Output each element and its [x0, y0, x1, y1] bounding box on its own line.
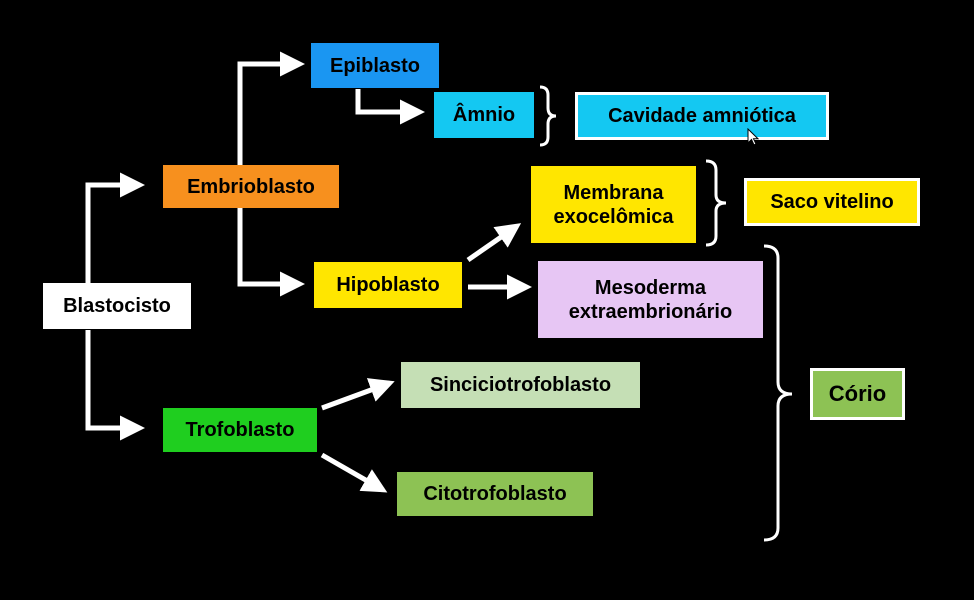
bracket-amnio: [539, 85, 557, 147]
connector-embrioblasto-hipoblasto: [237, 207, 305, 297]
node-cavidade-amniotica: Cavidade amniótica: [575, 92, 829, 140]
node-amnio: Âmnio: [434, 92, 534, 138]
mesoderma-line2: extraembrionário: [568, 300, 733, 323]
node-sinciciotrofoblasto: Sinciciotrofoblasto: [401, 362, 640, 408]
node-hipoblasto: Hipoblasto: [314, 262, 462, 308]
node-corio: Cório: [810, 368, 905, 420]
node-blastocisto: Blastocisto: [43, 283, 191, 329]
bracket-corio: [763, 244, 793, 542]
node-embrioblasto: Embrioblasto: [163, 165, 339, 208]
node-trofoblasto: Trofoblasto: [163, 408, 317, 452]
connector-trofoblasto-sincicio: [321, 378, 395, 411]
node-saco-vitelino: Saco vitelino: [744, 178, 920, 226]
node-membrana-exocelomica: Membrana exocelômica: [531, 166, 696, 243]
connector-embrioblasto-epiblasto: [237, 51, 305, 165]
membrana-line1: Membrana: [563, 181, 664, 204]
mesoderma-line1: Mesoderma: [594, 276, 707, 299]
connector-blastocisto-trofoblasto: [85, 330, 145, 441]
connector-blastocisto-embrioblasto: [85, 172, 145, 290]
node-citotrofoblasto: Citotrofoblasto: [397, 472, 593, 516]
connector-hipoblasto-membrana: [466, 223, 522, 263]
node-mesoderma-extraembrionario: Mesoderma extraembrionário: [538, 261, 763, 338]
connector-epiblasto-amnio: [355, 89, 425, 125]
mouse-cursor-icon: [747, 128, 760, 146]
bracket-membrana: [705, 159, 727, 247]
connector-trofoblasto-cito: [320, 452, 388, 493]
membrana-line2: exocelômica: [553, 205, 674, 228]
node-epiblasto: Epiblasto: [311, 43, 439, 88]
